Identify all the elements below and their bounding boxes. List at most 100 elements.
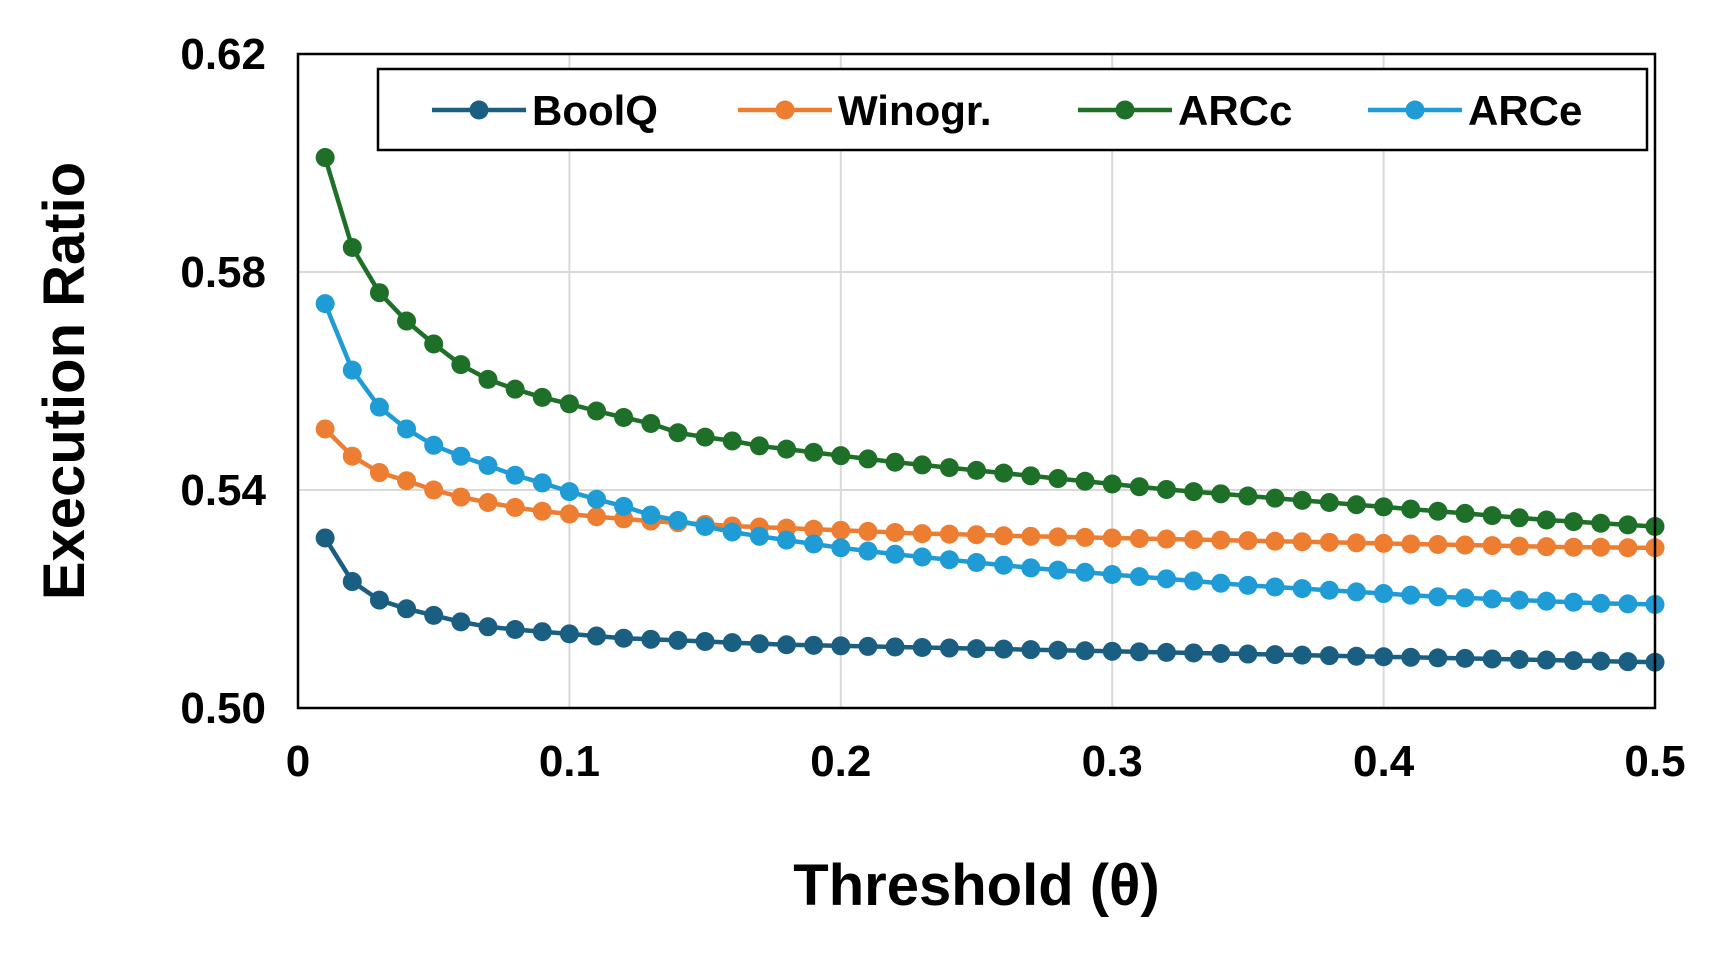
- x-tick-label: 0.3: [1082, 737, 1143, 786]
- data-point-arce: [641, 505, 661, 525]
- data-point-boolq: [505, 620, 525, 640]
- data-point-boolq: [1455, 648, 1475, 668]
- data-point-arce: [967, 552, 986, 572]
- data-point-arce: [858, 541, 878, 561]
- plot-frame: [296, 52, 1657, 710]
- data-point-arce: [559, 482, 579, 502]
- data-point-boolq: [1048, 640, 1068, 660]
- data-point-boolq: [1509, 649, 1529, 669]
- data-point-arce: [1184, 571, 1204, 591]
- data-point-arce: [668, 511, 688, 531]
- data-point-winogr: [1374, 533, 1394, 553]
- data-point-arcc: [1482, 506, 1502, 526]
- legend-label: BoolQ: [532, 87, 658, 134]
- data-point-arce: [532, 473, 552, 493]
- data-point-arce: [1401, 585, 1421, 605]
- data-point-boolq: [1265, 645, 1285, 665]
- data-point-winogr: [1265, 531, 1285, 551]
- data-point-winogr: [424, 480, 444, 500]
- x-tick-label: 0.1: [539, 737, 600, 786]
- data-point-boolq: [1346, 646, 1366, 666]
- data-point-boolq: [1536, 650, 1556, 670]
- x-tick-label: 0.2: [810, 737, 871, 786]
- data-point-boolq: [587, 626, 607, 646]
- data-point-winogr: [994, 526, 1014, 546]
- data-point-boolq: [1401, 647, 1421, 667]
- data-point-arcc: [614, 408, 634, 428]
- data-point-arce: [424, 435, 444, 455]
- data-point-arcc: [1184, 482, 1204, 502]
- y-tick-label: 0.54: [180, 466, 266, 515]
- data-point-arce: [1536, 591, 1556, 611]
- data-point-boolq: [749, 634, 769, 654]
- series-line-winogr: [323, 427, 1655, 551]
- data-point-winogr: [532, 501, 552, 521]
- data-point-winogr: [1292, 532, 1312, 552]
- legend-swatch-marker: [1405, 100, 1425, 120]
- data-point-boolq: [1564, 651, 1584, 671]
- data-point-arcc: [885, 452, 905, 472]
- data-point-arcc: [587, 401, 607, 421]
- data-point-arce: [939, 550, 959, 570]
- data-point-boolq: [1482, 649, 1502, 669]
- data-point-arcc: [722, 431, 742, 451]
- data-point-arce: [1509, 590, 1529, 610]
- data-point-boolq: [1211, 644, 1231, 663]
- data-point-arce: [1591, 593, 1611, 613]
- data-point-boolq: [722, 633, 742, 653]
- data-point-arce: [1455, 588, 1475, 608]
- data-point-arce: [749, 526, 769, 546]
- data-point-arcc: [559, 394, 579, 414]
- data-point-arcc: [777, 439, 797, 459]
- data-point-arce: [505, 465, 525, 485]
- data-point-boolq: [1102, 641, 1122, 661]
- data-point-arce: [451, 446, 471, 466]
- data-point-winogr: [1211, 530, 1231, 550]
- data-point-boolq: [1319, 646, 1339, 666]
- data-point-winogr: [1401, 534, 1421, 554]
- data-point-arce: [1075, 562, 1095, 582]
- data-point-arcc: [912, 455, 932, 475]
- grid-lines: [298, 54, 1655, 708]
- series-boolq: [315, 528, 1665, 672]
- data-point-boolq: [1156, 642, 1176, 662]
- data-point-winogr: [1618, 538, 1638, 558]
- legend-entry-arce: ARCe: [1368, 87, 1582, 134]
- data-point-boolq: [939, 638, 959, 658]
- data-point-boolq: [1618, 652, 1638, 672]
- data-point-arcc: [749, 436, 769, 456]
- data-point-arce: [1428, 587, 1448, 607]
- y-tick-label: 0.58: [180, 248, 266, 297]
- legend-label: ARCc: [1178, 87, 1292, 134]
- data-point-arcc: [451, 355, 471, 375]
- data-point-boolq: [1021, 640, 1041, 660]
- data-point-boolq: [397, 599, 417, 619]
- data-point-winogr: [1021, 526, 1041, 546]
- legend-swatch-marker: [775, 100, 795, 120]
- y-axis-title: Execution Ratio: [32, 162, 97, 600]
- data-point-arce: [614, 496, 634, 516]
- data-point-arcc: [994, 463, 1014, 483]
- x-tick-label: 0.4: [1353, 737, 1415, 786]
- legend-swatch-marker: [1115, 100, 1135, 120]
- data-point-arcc: [1564, 512, 1584, 532]
- data-point-boolq: [885, 637, 905, 657]
- x-tick-label: 0.5: [1624, 737, 1685, 786]
- data-point-arcc: [831, 446, 851, 466]
- data-point-boolq: [424, 605, 444, 625]
- legend-entry-boolq: BoolQ: [432, 87, 658, 134]
- data-point-boolq: [804, 635, 824, 655]
- data-point-arcc: [1319, 493, 1339, 513]
- data-point-arcc: [1075, 471, 1095, 491]
- data-point-arcc: [505, 379, 525, 399]
- data-point-winogr: [1591, 537, 1611, 557]
- data-point-winogr: [1048, 527, 1068, 547]
- data-point-boolq: [1292, 645, 1312, 665]
- data-point-boolq: [641, 629, 661, 649]
- data-point-boolq: [478, 617, 498, 637]
- data-point-arcc: [695, 427, 715, 447]
- data-point-arce: [1374, 584, 1394, 604]
- data-point-arce: [1238, 575, 1258, 595]
- data-point-boolq: [695, 632, 715, 652]
